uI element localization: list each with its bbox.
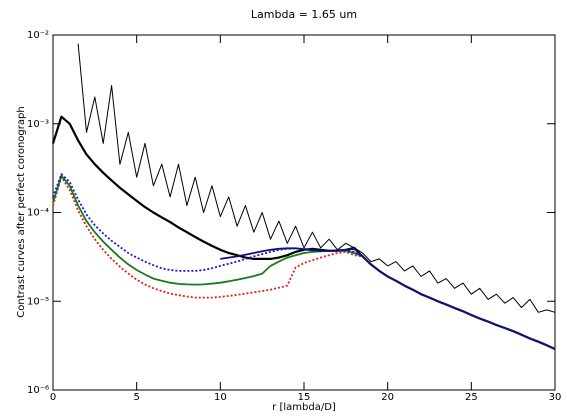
chart-title: Lambda = 1.65 um	[251, 8, 357, 21]
series-line	[51, 115, 556, 351]
y-tick-label: 10⁻⁵	[27, 296, 49, 307]
series-line	[220, 247, 556, 350]
x-tick-label: 15	[298, 392, 311, 403]
series-line	[52, 176, 556, 350]
x-tick-label: 30	[549, 392, 562, 403]
x-tick-label: 5	[133, 392, 139, 403]
x-tick-label: 10	[214, 392, 227, 403]
y-tick-label: 10⁻³	[27, 119, 49, 130]
y-tick-label: 10⁻²	[27, 30, 49, 41]
series-line	[77, 43, 556, 313]
x-tick-label: 0	[50, 392, 56, 403]
y-tick-label: 10⁻⁶	[27, 385, 49, 396]
y-tick-label: 10⁻⁴	[27, 208, 49, 219]
series-line	[52, 174, 556, 350]
y-axis-label: Contrast curves after perfect coronograp…	[16, 106, 27, 317]
x-axis-label: r [lambda/D]	[272, 402, 336, 413]
x-tick-label: 20	[381, 392, 394, 403]
series-line	[52, 173, 556, 350]
plot-frame	[52, 34, 556, 391]
x-tick-label: 25	[465, 392, 478, 403]
